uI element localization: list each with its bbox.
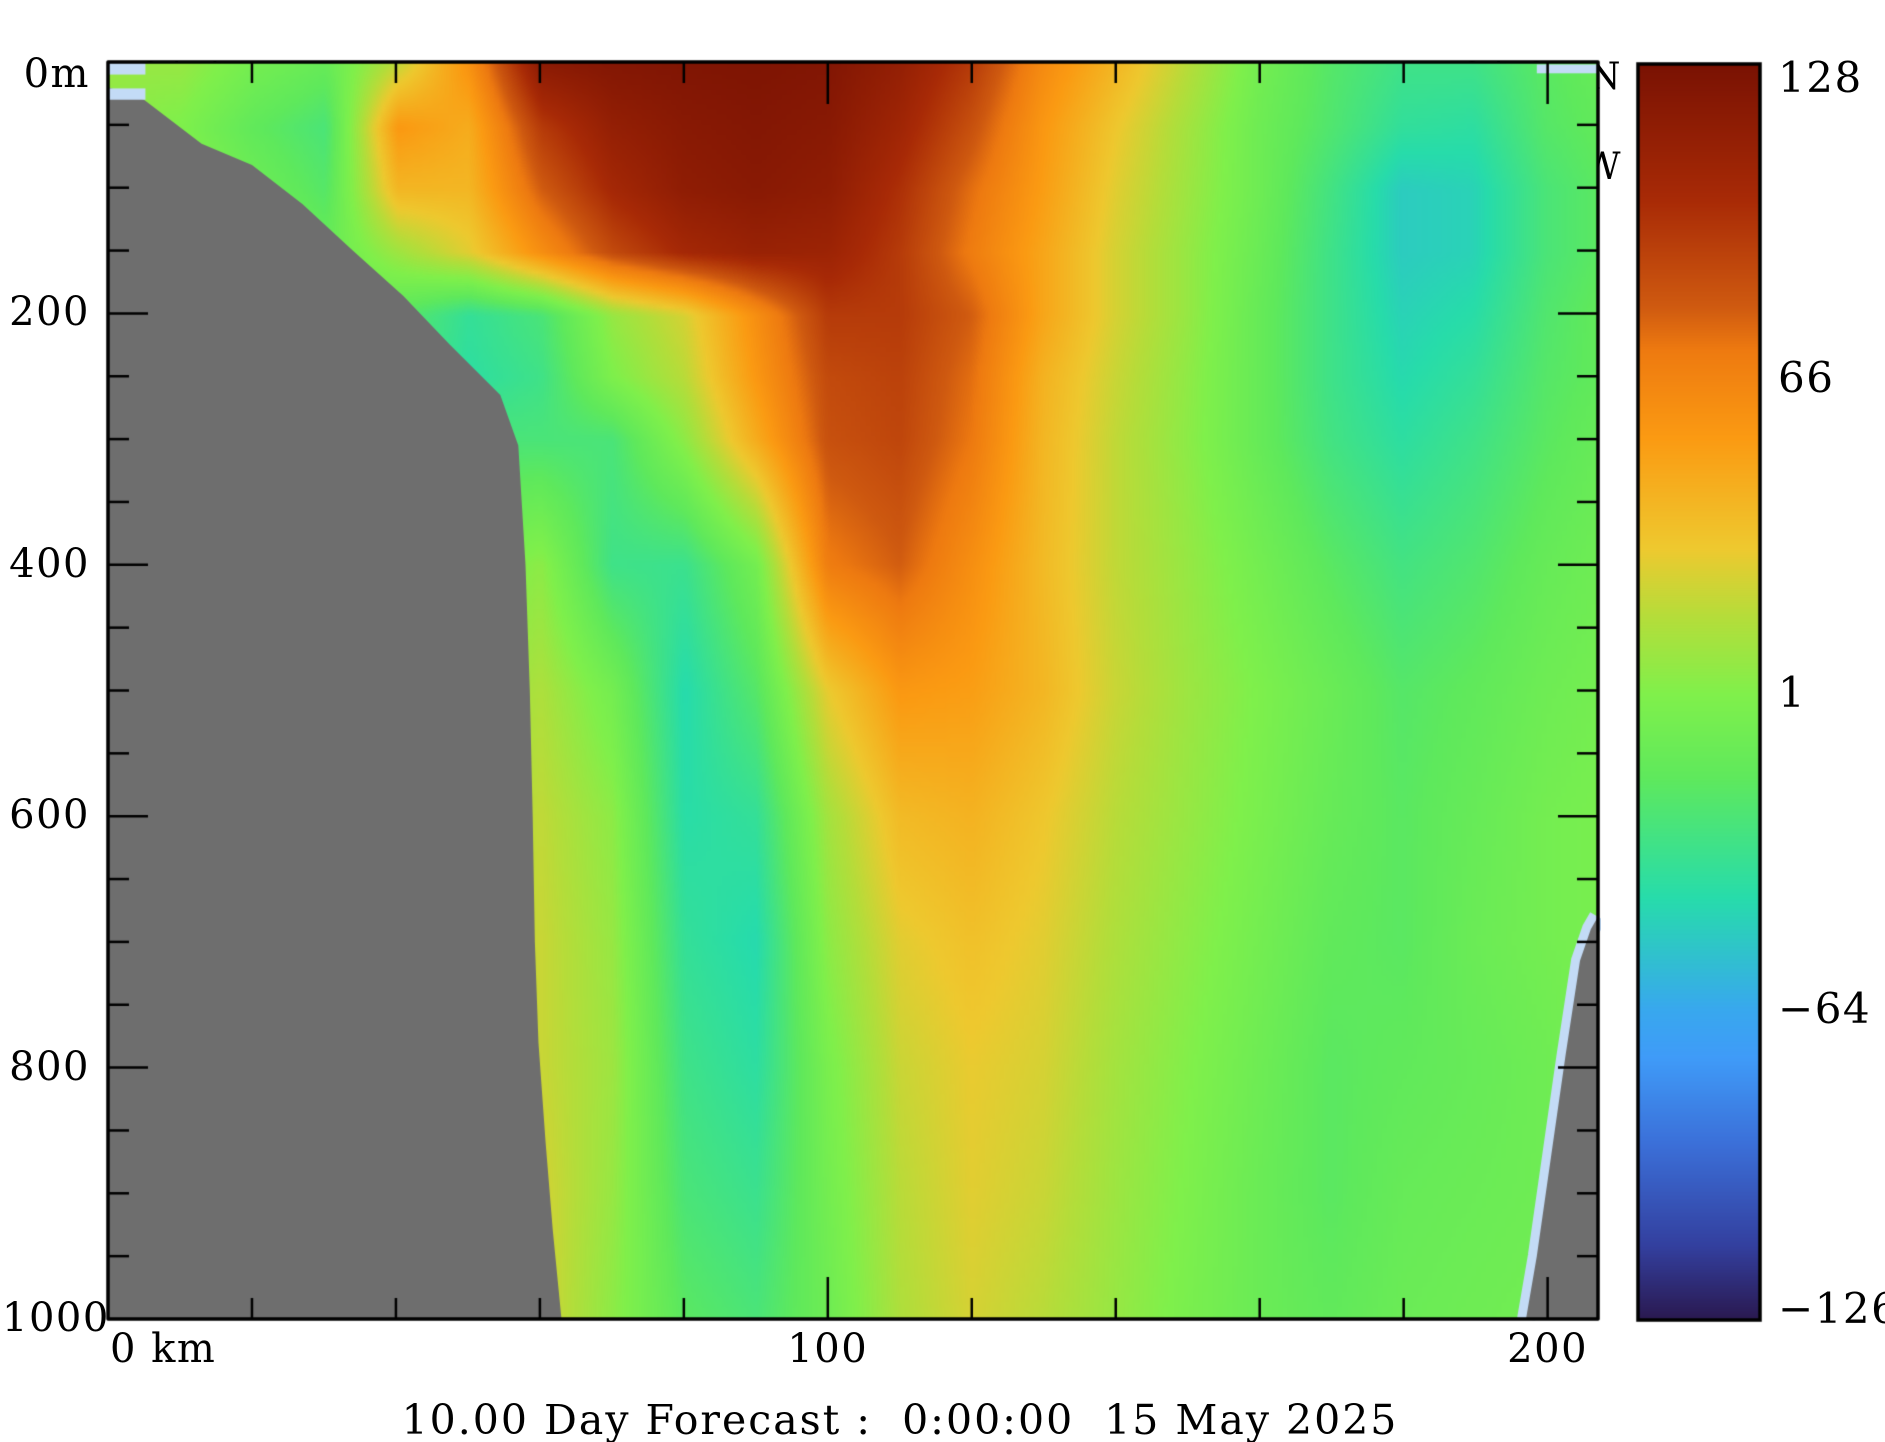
depth-axis-label: 1000 (2, 1295, 110, 1341)
depth-axis-label: 0m (23, 51, 90, 97)
colorbar-tick-label: 66 (1778, 353, 1835, 403)
colorbar-canvas (1635, 61, 1763, 1323)
colorbar-tick-label: −126 (1778, 1284, 1885, 1334)
depth-axis-label: 400 (9, 540, 90, 587)
distance-axis-label: 200 (1507, 1326, 1589, 1372)
forecast-caption: 10.00 Day Forecast : 0:00:00 15 May 2025 (401, 1396, 1399, 1442)
section-heatmap-canvas (105, 59, 1601, 1322)
colorbar-tick-label: 1 (1778, 668, 1807, 718)
distance-axis-origin-label: 0 km (110, 1326, 217, 1372)
colorbar-tick-label: 128 (1778, 52, 1863, 102)
depth-axis-label: 600 (9, 792, 90, 839)
distance-axis-label: 100 (787, 1326, 869, 1372)
colorbar-tick-label: −64 (1778, 983, 1872, 1033)
depth-axis-label: 800 (9, 1043, 90, 1090)
depth-axis-label: 200 (9, 289, 90, 336)
